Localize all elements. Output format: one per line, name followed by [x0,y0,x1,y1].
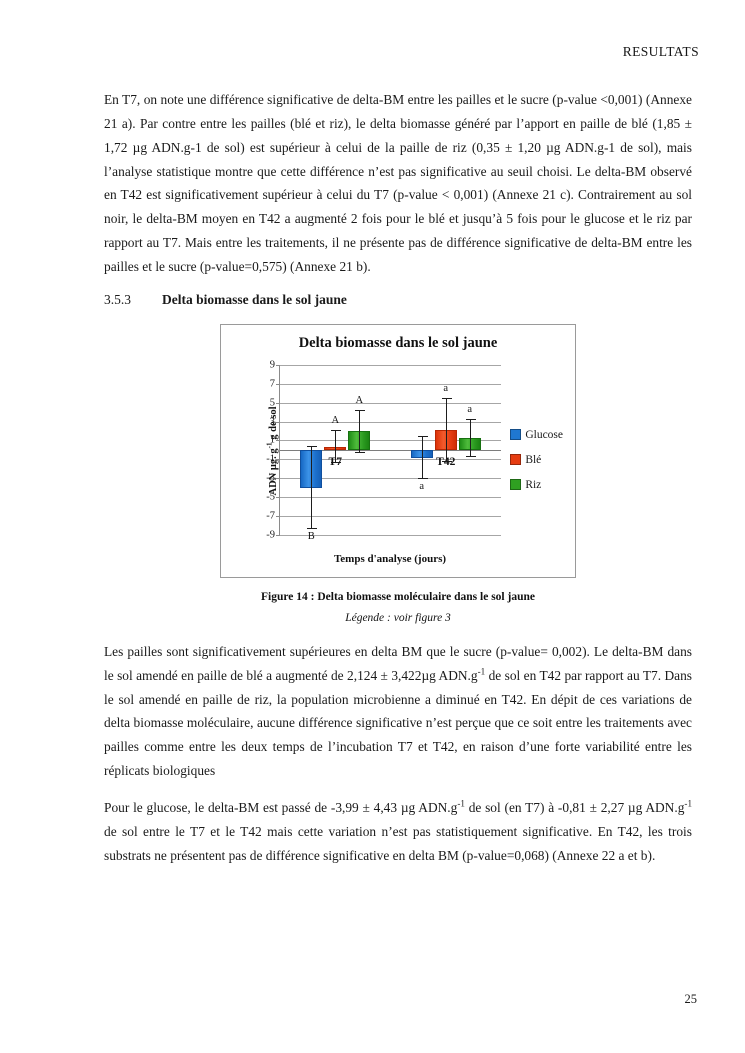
chart-title: Delta biomasse dans le sol jaune [298,334,498,351]
error-bar [331,430,342,463]
error-bar-cap-top [331,430,342,432]
paragraph-3-sup-1: -1 [457,798,465,809]
y-tick-mark [276,440,280,442]
gridline [280,383,501,385]
y-tick-label: -9 [266,529,275,541]
y-tick-label: 9 [269,359,275,371]
y-tick-label: -1 [266,453,275,465]
significance-label: a [467,403,473,415]
paragraph-3-c: de sol entre le T7 et le T42 mais cette … [104,823,692,863]
paragraph-3-sup-2: -1 [684,798,692,809]
legend-item-riz: Riz [510,479,563,491]
legend-swatch-icon [510,479,522,491]
figure-legend-note: Légende : voir figure 3 [345,611,451,624]
gridline [280,364,501,366]
y-tick-mark [276,515,280,517]
y-tick-mark [276,421,280,423]
significance-label: a [443,382,449,394]
legend-label: Riz [525,478,542,491]
error-bar-cap-bottom [307,528,318,530]
paragraph-1: En T7, on note une différence significat… [104,92,692,275]
gridline [280,402,501,404]
legend-swatch-icon [510,454,522,466]
y-tick-mark [276,497,280,499]
section-number: 3.5.3 [104,291,131,307]
category-label-t7: T7 [328,455,342,468]
running-head: RESULTATS [622,44,699,59]
y-tick-mark [276,459,280,461]
error-bar-cap-bottom [441,461,452,463]
y-tick-label: 3 [269,416,275,428]
legend-item-glucose: Glucose [510,429,563,441]
error-bar-cap-bottom [355,451,366,453]
paragraph-2-sup: -1 [477,666,486,677]
y-tick-mark [276,478,280,480]
error-bar-cap-top [417,436,428,438]
section-heading: 3.5.3 Delta biomasse dans le sol jaune [104,292,692,308]
significance-label: B [307,531,315,543]
gridline [280,478,501,480]
gridline [280,497,501,499]
page-number: 25 [684,992,698,1006]
paragraph-3-a: Pour le glucose, le delta-BM est passé d… [104,800,458,816]
chart-legend: Glucose Blé Riz [510,429,563,504]
chart-container: Delta biomasse dans le sol jaune ADN µg.… [220,323,576,578]
significance-label: A [355,395,364,407]
gridline [280,534,501,536]
error-bar-cap-top [441,397,452,399]
figure-caption: Figure 14 : Delta biomasse moléculaire d… [261,590,535,603]
paragraph-3-b: de sol (en T7) à -0,81 ± 2,27 µg ADN.g [464,800,685,816]
significance-label: a [419,480,425,492]
error-bar-cap-top [355,410,366,412]
paragraph-2-a: Les pailles sont significativement supér… [104,643,692,683]
error-bar [307,445,318,530]
legend-label: Blé [525,453,542,466]
y-tick-label: 7 [269,378,275,390]
paragraph-3: Pour le glucose, le delta-BM est passé d… [104,796,692,868]
y-tick-label: 1 [269,434,275,446]
y-tick-mark [276,402,280,404]
error-bar-cap-bottom [331,461,342,463]
error-bar-cap-top [307,445,318,447]
paragraph-2-b: de sol en T42 par rapport au T7. Dans le… [104,667,692,779]
y-tick-label: -3 [266,472,275,484]
paragraph-2: Les pailles sont significativement supér… [104,640,692,783]
gridline [280,440,501,442]
error-bar [355,410,366,453]
error-bar-cap-bottom [465,456,476,458]
y-tick-mark [276,383,280,385]
y-tick-label: 5 [269,397,275,409]
legend-item-ble: Blé [510,454,563,466]
plot-area: 9 7 5 3 1 -1 -3 -5 -7 -9 B A A T7 a a a T42 [266,359,501,542]
gridline [280,421,501,423]
significance-label: A [331,415,340,427]
zero-baseline [280,449,501,451]
gridline [280,459,501,461]
document-content: En T7, on note une différence significat… [104,88,692,881]
error-bar-cap-bottom [417,477,428,479]
error-bar [417,436,428,479]
category-label-t42: T42 [436,455,456,468]
error-bar [465,418,476,458]
y-tick-mark [276,534,280,536]
error-bar-cap-top [465,418,476,420]
section-title: Delta biomasse dans le sol jaune [162,291,347,307]
y-tick-label: -7 [266,510,275,522]
error-bar [441,397,452,463]
y-tick-label: -5 [266,491,275,503]
legend-swatch-icon [510,429,522,441]
legend-label: Glucose [525,428,563,441]
figure-14: Delta biomasse dans le sol jaune ADN µg.… [104,323,692,624]
gridline [280,515,501,517]
y-tick-mark [276,364,280,366]
x-axis-title: Temps d'analyse (jours) [333,552,447,565]
